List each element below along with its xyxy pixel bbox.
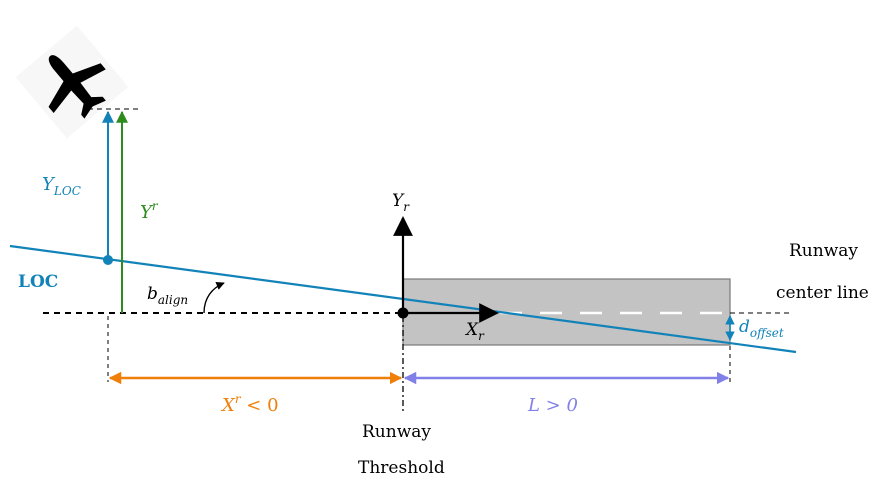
axis-y-label: Yr [392,191,410,214]
b-align-arc [203,282,225,314]
runway-center-line-label-2: center line [776,283,869,303]
y-loc-label: YLOC [42,174,81,198]
loc-label: LOC [18,272,58,292]
x-r-distance-label: Xr < 0 [220,392,279,416]
airplane-icon [15,25,129,139]
runway-origin [397,307,409,319]
runway-threshold-label-1: Runway [362,422,431,442]
b-align-label: balign [147,284,188,307]
y-r-label: Yr [140,199,159,223]
axis-x-label: Xr [464,320,485,343]
runway-center-line-label-1: Runway [789,241,858,261]
runway-length-label: L > 0 [527,395,578,416]
d-offset-label: doffset [739,317,784,340]
loc-point [103,255,113,265]
runway-threshold-label-2: Threshold [358,458,445,478]
